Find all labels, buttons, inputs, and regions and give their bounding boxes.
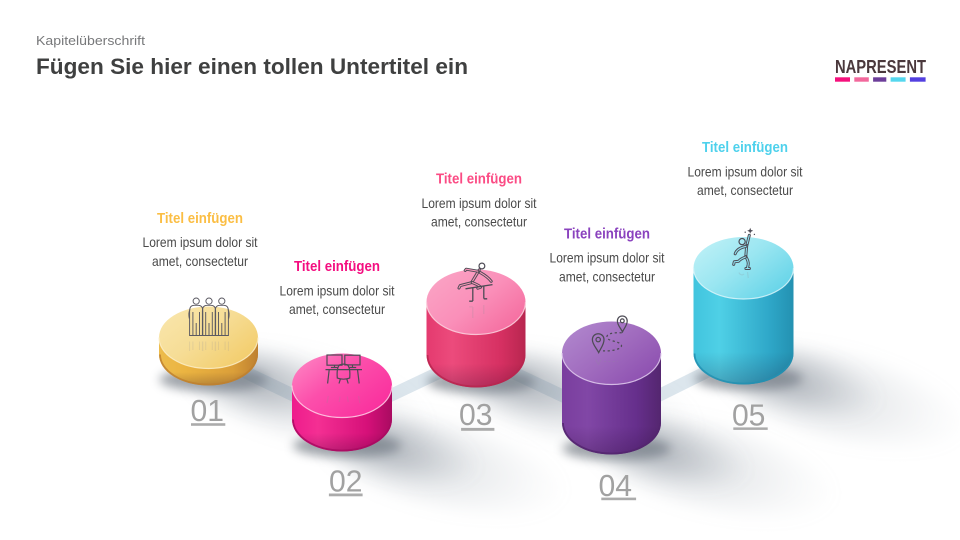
svg-text:Kapitelüberschrift: Kapitelüberschrift [36, 33, 145, 48]
svg-text:Titel einfügen: Titel einfügen [157, 210, 243, 227]
svg-text:01: 01 [191, 394, 225, 428]
svg-text:Lorem ipsum dolor sit: Lorem ipsum dolor sit [688, 163, 803, 179]
svg-text:Lorem ipsum dolor sit: Lorem ipsum dolor sit [280, 282, 395, 298]
svg-text:amet, consectetur: amet, consectetur [431, 214, 527, 230]
svg-text:04: 04 [599, 469, 633, 503]
svg-text:amet, consectetur: amet, consectetur [697, 182, 793, 198]
svg-text:Titel einfügen: Titel einfügen [564, 225, 650, 242]
svg-text:amet, consectetur: amet, consectetur [152, 253, 248, 269]
svg-text:amet, consectetur: amet, consectetur [559, 268, 655, 284]
svg-text:Titel einfügen: Titel einfügen [294, 258, 380, 275]
svg-text:05: 05 [732, 399, 766, 433]
svg-text:02: 02 [329, 465, 363, 499]
svg-text:Titel einfügen: Titel einfügen [436, 171, 522, 188]
svg-text:Titel einfügen: Titel einfügen [702, 139, 788, 156]
svg-text:Lorem ipsum dolor sit: Lorem ipsum dolor sit [143, 234, 258, 250]
svg-text:NAPRESENT: NAPRESENT [835, 57, 926, 77]
svg-text:03: 03 [459, 398, 493, 432]
svg-text:Lorem ipsum dolor sit: Lorem ipsum dolor sit [550, 250, 665, 266]
svg-text:amet, consectetur: amet, consectetur [289, 301, 385, 317]
svg-text:Fügen Sie hier einen tollen Un: Fügen Sie hier einen tollen Untertitel e… [36, 54, 468, 79]
svg-text:Lorem ipsum dolor sit: Lorem ipsum dolor sit [422, 195, 537, 211]
